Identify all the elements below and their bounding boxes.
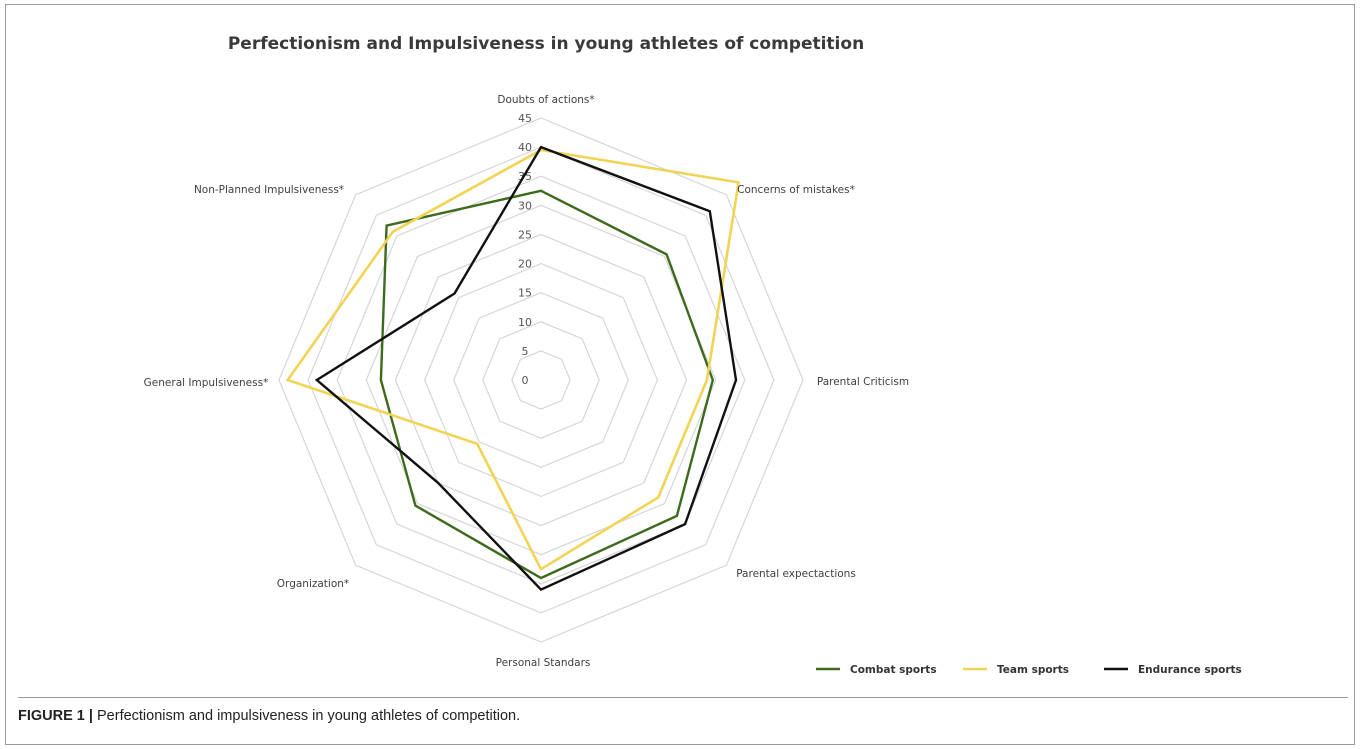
radar-chart: Perfectionism and Impulsiveness in young… (144, 34, 1242, 676)
grid-ring-15 (453, 292, 629, 468)
grid-ring-45 (278, 117, 804, 643)
axis-label-6: General Impulsiveness* (144, 377, 269, 389)
tick-label-45: 45 (518, 112, 532, 125)
figure-number: FIGURE 1 | (18, 708, 93, 724)
axis-label-1: Concerns of mistakes* (737, 184, 855, 196)
axis-label-4: Personal Standars (496, 657, 591, 669)
axis-label-3: Parental expectactions (736, 568, 856, 580)
legend: Combat sports Team sports Endurance sports (816, 664, 1242, 676)
series-line-combat-sports (379, 189, 715, 580)
series-line-team-sports (285, 148, 741, 572)
series-line-endurance-sports (314, 145, 738, 592)
grid-ring-20 (423, 262, 659, 498)
tick-label-25: 25 (518, 228, 532, 241)
legend-label-combat-sports: Combat sports (850, 664, 937, 676)
tick-label-40: 40 (518, 141, 532, 154)
axis-label-0: Doubts of actions* (497, 94, 594, 106)
grid-ring-40 (307, 146, 775, 614)
tick-label-20: 20 (518, 258, 532, 271)
chart-title: Perfectionism and Impulsiveness in young… (228, 34, 864, 54)
radar-grid (278, 117, 804, 643)
figure-caption: FIGURE 1 | Perfectionism and impulsivene… (18, 697, 1348, 737)
axis-label-7: Non-Planned Impulsiveness* (194, 184, 344, 196)
tick-label-15: 15 (518, 287, 532, 300)
caption-text: Perfectionism and impulsiveness in young… (97, 708, 521, 724)
tick-label-0: 0 (522, 374, 529, 387)
series-layer (285, 145, 741, 592)
grid-ring-10 (482, 321, 600, 439)
grid-ring-35 (336, 175, 746, 585)
legend-label-team-sports: Team sports (997, 664, 1069, 676)
axis-labels: Doubts of actions* Concerns of mistakes* P… (144, 94, 909, 669)
axis-label-5: Organization* (277, 578, 349, 590)
legend-label-endurance-sports: Endurance sports (1138, 664, 1242, 676)
figure-frame: Perfectionism and Impulsiveness in young… (5, 4, 1355, 745)
tick-label-5: 5 (522, 345, 529, 358)
grid-ring-5 (511, 350, 571, 410)
tick-label-10: 10 (518, 316, 532, 329)
grid-ring-25 (394, 233, 688, 527)
axis-label-2: Parental Criticism (817, 376, 909, 388)
tick-label-30: 30 (518, 199, 532, 212)
grid-ring-30 (365, 204, 717, 556)
